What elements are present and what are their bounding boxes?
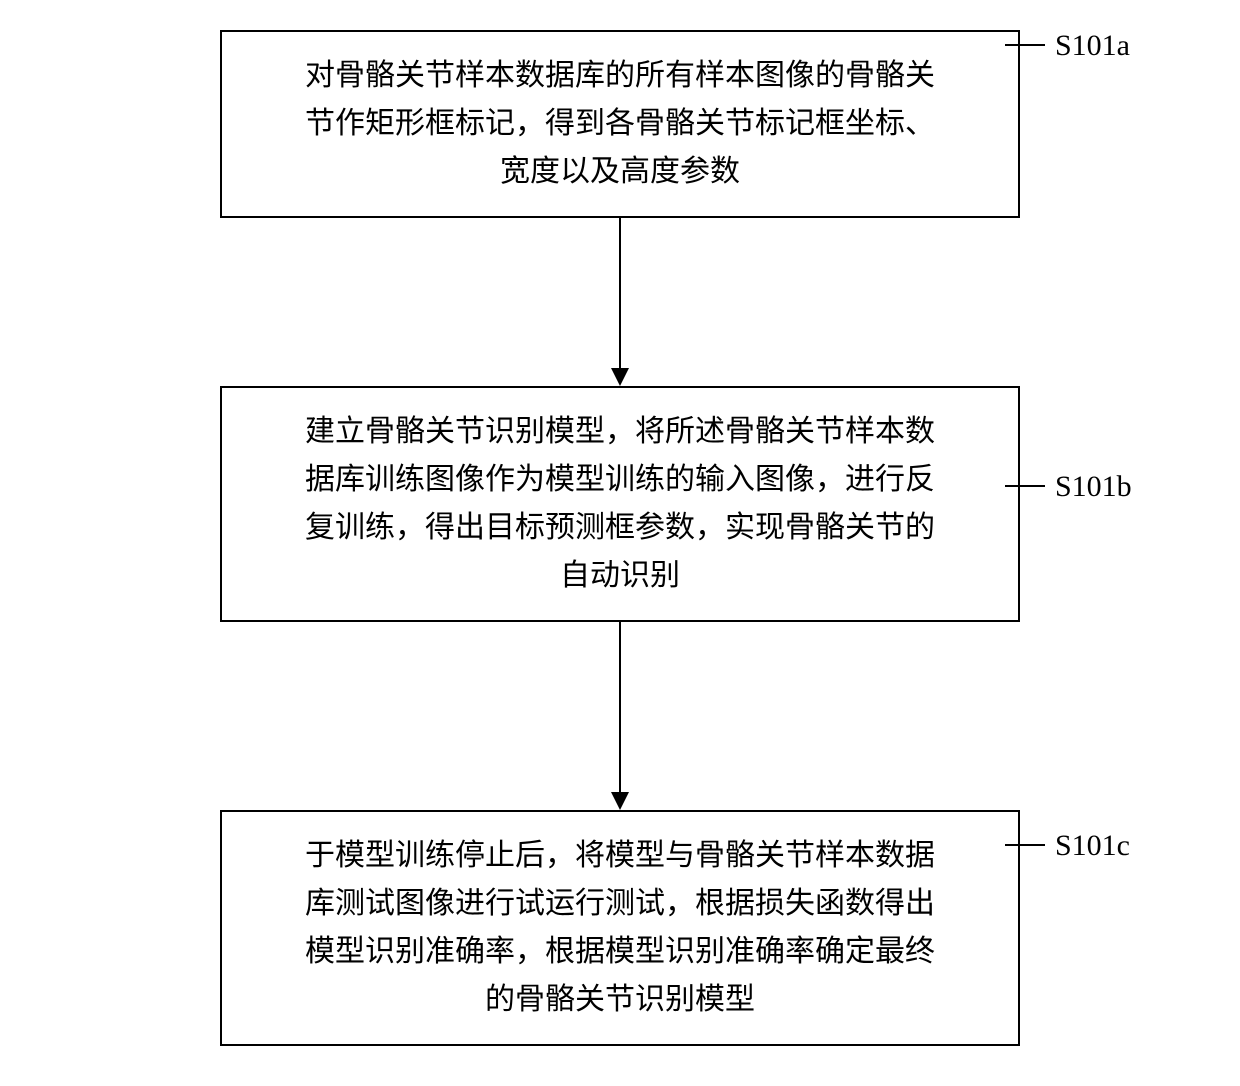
box-s101b: 建立骨骼关节识别模型，将所述骨骼关节样本数 据库训练图像作为模型训练的输入图像，…	[220, 386, 1020, 622]
box-s101b-line2: 据库训练图像作为模型训练的输入图像，进行反	[252, 456, 988, 504]
box-wrapper-1: 对骨骼关节样本数据库的所有样本图像的骨骼关 节作矩形框标记，得到各骨骼关节标记框…	[0, 30, 1240, 218]
flowchart: 对骨骼关节样本数据库的所有样本图像的骨骼关 节作矩形框标记，得到各骨骼关节标记框…	[0, 30, 1240, 1046]
box-s101c-line2: 库测试图像进行试运行测试，根据损失函数得出	[252, 880, 988, 928]
box-s101a-line2: 节作矩形框标记，得到各骨骼关节标记框坐标、	[252, 100, 988, 148]
arrow-2-line	[619, 622, 621, 792]
box-s101b-line1: 建立骨骼关节识别模型，将所述骨骼关节样本数	[252, 408, 988, 456]
box-s101c: 于模型训练停止后，将模型与骨骼关节样本数据 库测试图像进行试运行测试，根据损失函…	[220, 810, 1020, 1046]
box-s101a: 对骨骼关节样本数据库的所有样本图像的骨骼关 节作矩形框标记，得到各骨骼关节标记框…	[220, 30, 1020, 218]
label-s101b-text: S101b	[1055, 470, 1132, 503]
box-wrapper-3: 于模型训练停止后，将模型与骨骼关节样本数据 库测试图像进行试运行测试，根据损失函…	[0, 810, 1240, 1046]
box-s101c-line4: 的骨骼关节识别模型	[252, 976, 988, 1024]
arrow-1	[611, 218, 629, 386]
arrow-2-head-icon	[611, 792, 629, 810]
arrow-1-line	[619, 218, 621, 368]
label-s101a-text: S101a	[1055, 29, 1130, 62]
label-s101c: S101c	[1005, 820, 1145, 870]
box-s101a-line3: 宽度以及高度参数	[252, 148, 988, 196]
box-s101b-line4: 自动识别	[252, 552, 988, 600]
box-wrapper-2: 建立骨骼关节识别模型，将所述骨骼关节样本数 据库训练图像作为模型训练的输入图像，…	[0, 386, 1240, 622]
box-s101c-line1: 于模型训练停止后，将模型与骨骼关节样本数据	[252, 832, 988, 880]
arrow-2	[611, 622, 629, 810]
box-s101b-line3: 复训练，得出目标预测框参数，实现骨骼关节的	[252, 504, 988, 552]
arrow-1-head-icon	[611, 368, 629, 386]
label-s101b: S101b	[1005, 461, 1145, 511]
box-s101c-line3: 模型识别准确率，根据模型识别准确率确定最终	[252, 928, 988, 976]
label-s101a: S101a	[1005, 20, 1145, 70]
label-s101c-text: S101c	[1055, 829, 1130, 862]
box-s101a-line1: 对骨骼关节样本数据库的所有样本图像的骨骼关	[252, 52, 988, 100]
